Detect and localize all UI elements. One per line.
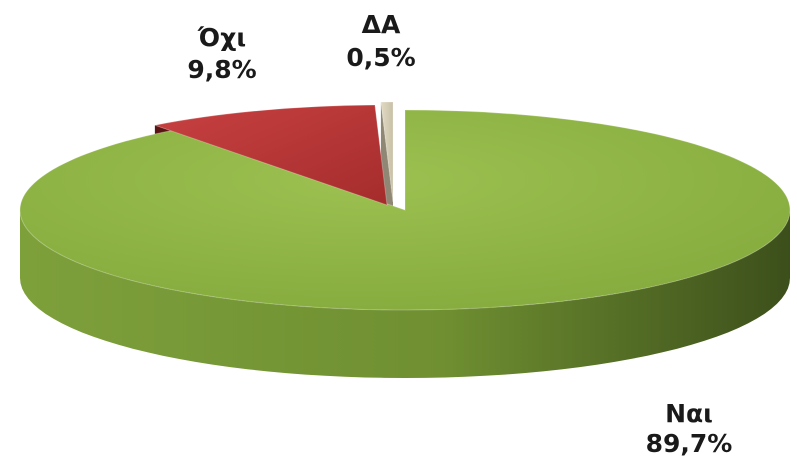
- slice-top-da: [380, 101, 394, 203]
- slice-label-da: ΔΑ: [362, 10, 401, 39]
- slice-value-ochi: 9,8%: [187, 55, 256, 84]
- slice-label-nai: Ναι: [665, 399, 713, 428]
- pie-labels: Ναι 89,7% Όχι 9,8% ΔΑ 0,5%: [187, 10, 732, 458]
- slice-side-nai: [20, 210, 790, 378]
- slice-label-ochi: Όχι: [197, 23, 246, 52]
- slice-top-nai: [19, 109, 791, 311]
- slice-value-da: 0,5%: [346, 43, 415, 72]
- slice-value-nai: 89,7%: [646, 429, 733, 458]
- pie-tops: [19, 101, 791, 311]
- slice-top-ochi: [152, 104, 388, 206]
